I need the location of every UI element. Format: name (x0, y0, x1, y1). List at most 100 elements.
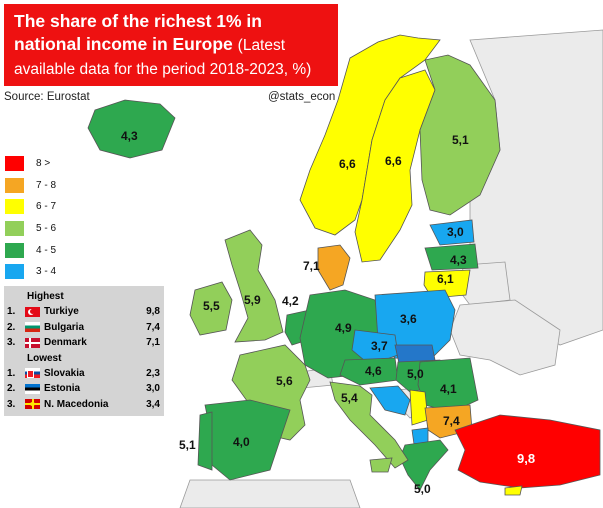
rank-row: 3. Denmark 7,1 (7, 335, 160, 351)
label-netherlands: 4,2 (282, 294, 299, 308)
legend-item: 3 - 4 (5, 261, 56, 283)
label-sweden: 6,6 (385, 154, 402, 168)
rank-country: Bulgaria (44, 321, 85, 333)
north-macedonia-shape (411, 427, 429, 445)
label-france: 5,6 (276, 374, 293, 388)
rank-row: 3. N. Macedonia 3,4 (7, 397, 160, 413)
label-lithuania: 6,1 (437, 272, 454, 286)
rank-number: 2. (7, 321, 16, 333)
ukraine-region (449, 299, 561, 376)
label-spain: 4,0 (233, 435, 250, 449)
label-finland: 5,1 (452, 133, 469, 147)
rank-row: 1. Slovakia 2,3 (7, 366, 160, 382)
latvia-shape (424, 243, 479, 271)
slovakia-flag-icon (25, 368, 40, 379)
rank-number: 3. (7, 398, 16, 410)
rank-value: 7,1 (146, 337, 160, 349)
austria-shape (339, 357, 399, 386)
legend-label: 6 - 7 (36, 201, 57, 213)
legend-swatch (5, 156, 24, 172)
legend-item: 8 > (5, 153, 56, 175)
label-portugal: 5,1 (179, 438, 196, 452)
portugal-shape (197, 411, 213, 471)
legend-item: 6 - 7 (5, 196, 56, 218)
legend-label: 7 - 8 (36, 179, 57, 191)
rank-country: Slovakia (44, 367, 85, 379)
turkey-shape (454, 414, 601, 489)
rank-value: 3,0 (146, 383, 160, 395)
label-czechia: 3,7 (371, 339, 388, 353)
label-poland: 3,6 (400, 312, 417, 326)
rank-value: 7,4 (146, 321, 160, 333)
legend-item: 4 - 5 (5, 239, 56, 261)
slovenia-croatia-shape (369, 385, 411, 416)
legend-swatch (5, 221, 24, 237)
uk-shape (224, 229, 284, 343)
label-uk: 5,9 (244, 293, 261, 307)
cyprus-shape (504, 485, 523, 496)
rank-number: 1. (7, 367, 16, 379)
legend-item: 5 - 6 (5, 218, 56, 240)
estonia-shape (429, 219, 475, 246)
rank-value: 3,4 (146, 398, 160, 410)
legend-item: 7 - 8 (5, 175, 56, 197)
rank-number: 1. (7, 306, 16, 318)
author-handle: @stats_econ (268, 91, 336, 103)
legend-label: 5 - 6 (36, 223, 57, 235)
legend-swatch (5, 199, 24, 215)
north-africa-region (179, 479, 361, 508)
rank-country: Denmark (44, 337, 87, 349)
title-main: The share of the richest 1% in national … (14, 11, 262, 54)
label-austria: 4,6 (365, 364, 382, 378)
source-text: Source: Eurostat (4, 91, 90, 103)
north-macedonia-flag-icon (25, 399, 40, 410)
label-ireland: 5,5 (203, 299, 220, 313)
ireland-shape (189, 281, 233, 336)
rank-value: 9,8 (146, 306, 160, 318)
rank-number: 2. (7, 383, 16, 395)
no-data-land (179, 29, 603, 508)
estonia-flag-icon (25, 383, 40, 394)
legend-swatch (5, 242, 24, 258)
rank-row: 2. Bulgaria 7,4 (7, 320, 160, 336)
label-hungary: 5,0 (407, 367, 424, 381)
lowest-heading: Lowest (27, 352, 62, 364)
sicily-shape (369, 457, 393, 473)
rank-number: 3. (7, 337, 16, 349)
iceland-shape (87, 99, 176, 159)
ranking-box: Highest 1. Turkiye 9,8 2. Bulgaria 7,4 3… (4, 286, 164, 416)
legend: 8 > 7 - 8 6 - 7 5 - 6 4 - 5 3 - 4 < 3 (5, 153, 56, 304)
label-germany: 4,9 (335, 321, 352, 335)
bulgaria-flag-icon (25, 322, 40, 333)
denmark-shape (317, 244, 351, 291)
rank-row: 1. Turkiye 9,8 (7, 304, 160, 320)
label-latvia: 4,3 (450, 253, 467, 267)
highest-heading: Highest (27, 291, 64, 302)
label-denmark: 7,1 (303, 259, 320, 273)
title-box: The share of the richest 1% in national … (4, 4, 338, 86)
label-bulgaria: 7,4 (443, 414, 460, 428)
serbia-shape (409, 389, 429, 426)
italy-shape (329, 381, 409, 469)
turkey-flag-icon (25, 306, 40, 317)
label-estonia: 3,0 (447, 225, 464, 239)
rank-country: Estonia (44, 383, 81, 395)
rank-value: 2,3 (146, 367, 160, 379)
france-shape (231, 344, 311, 441)
legend-label: 8 > (36, 158, 51, 170)
label-italy: 5,4 (341, 391, 358, 405)
rank-country: N. Macedonia (44, 398, 109, 410)
label-turkey: 9,8 (517, 451, 535, 466)
legend-label: 3 - 4 (36, 266, 57, 278)
label-norway: 6,6 (339, 157, 356, 171)
title-subtitle: (Latest available data for the period 20… (14, 37, 312, 78)
legend-label: 4 - 5 (36, 244, 57, 256)
label-iceland: 4,3 (121, 129, 138, 143)
denmark-flag-icon (25, 337, 40, 348)
rank-row: 2. Estonia 3,0 (7, 381, 160, 397)
label-greece: 5,0 (414, 482, 431, 496)
legend-swatch (5, 264, 24, 280)
finland-shape (419, 54, 501, 216)
rank-country: Turkiye (44, 306, 79, 318)
